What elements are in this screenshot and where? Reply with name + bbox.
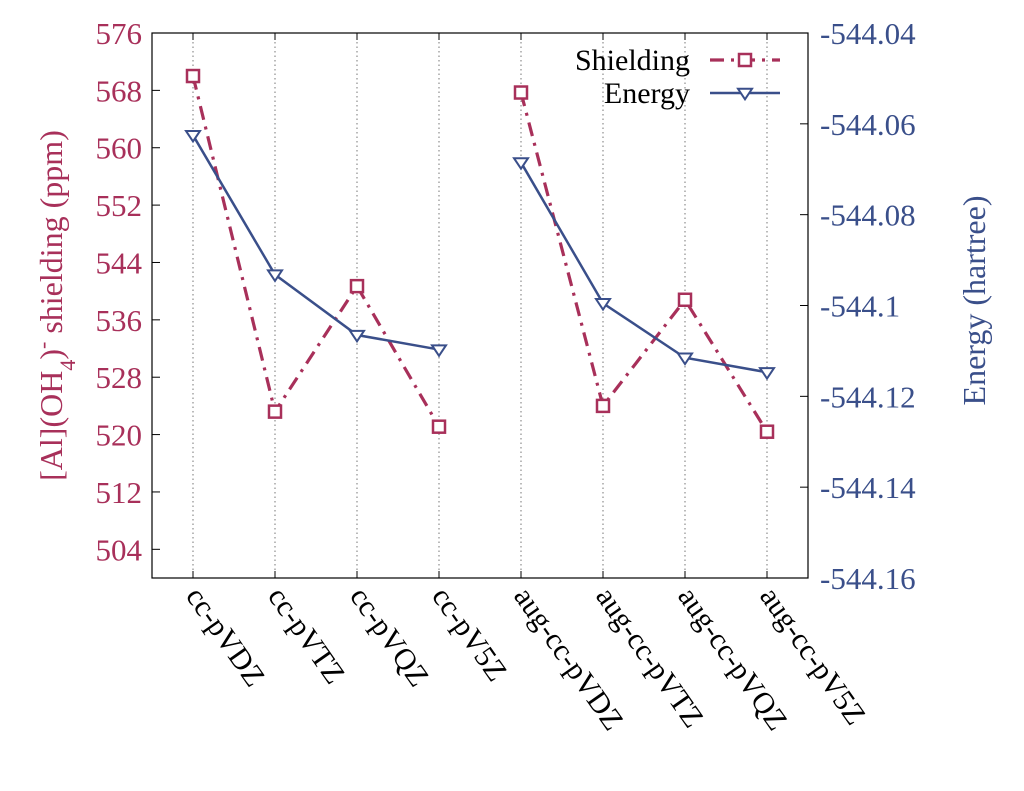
energy-marker	[594, 298, 612, 312]
right-axis-title: Energy (hartree)	[956, 196, 992, 406]
x-tick-label: cc-pVQZ	[343, 581, 435, 693]
legend-label: Energy	[604, 77, 690, 110]
right-y-tick-label: -544.08	[820, 198, 916, 233]
x-tick-label: cc-pVDZ	[179, 581, 271, 693]
shielding-line	[191, 75, 441, 428]
series-layer	[184, 68, 776, 439]
energy-marker	[184, 129, 202, 144]
left-y-tick-label: 536	[96, 303, 143, 338]
shielding-marker	[349, 278, 365, 294]
x-axis: cc-pVDZcc-pVTZcc-pVQZcc-pV5Zaug-cc-pVDZa…	[179, 33, 872, 736]
left-y-tick-label: 504	[96, 532, 143, 567]
left-axis-title-superscript: -	[30, 342, 55, 349]
legend-label: Shielding	[575, 44, 690, 77]
left-y-tick-label: 560	[96, 131, 143, 166]
left-axis-title-subscript: 4	[55, 360, 80, 371]
plot-frame	[151, 32, 809, 579]
shielding-marker	[759, 424, 775, 439]
left-axis-title-mid: )	[33, 349, 69, 360]
left-y-tick-label: 552	[96, 188, 143, 223]
right-y-axis: -544.04 -544.06 -544.08 -544.1 -544.12 -544.1…	[800, 16, 916, 596]
left-y-tick-label: 520	[96, 418, 143, 453]
energy-marker	[736, 87, 754, 102]
left-axis-title: [Al](OH4)- shielding (ppm)	[30, 130, 80, 481]
left-axis-title-pre: [Al](OH	[33, 371, 69, 481]
x-tick-label: cc-pV5Z	[425, 581, 513, 687]
energy-line	[519, 161, 768, 374]
energy-marker	[758, 367, 776, 381]
x-tick-label: cc-pVTZ	[261, 581, 351, 690]
energy-line	[191, 134, 440, 351]
left-y-axis: 576 568 560 552 544 536 528 520 512 504	[96, 16, 160, 567]
energy-marker	[512, 157, 530, 171]
right-y-tick-label: -544.16	[820, 561, 916, 596]
left-axis-title-post: shielding (ppm)	[33, 130, 69, 342]
grid	[192, 33, 768, 578]
right-y-tick-label: -544.04	[820, 16, 916, 51]
shielding-marker	[737, 52, 753, 68]
left-y-tick-label: 576	[96, 16, 143, 51]
left-y-tick-label: 512	[96, 475, 143, 510]
right-y-tick-label: -544.12	[820, 379, 916, 414]
right-y-tick-label: -544.14	[820, 470, 916, 505]
left-y-tick-label: 528	[96, 360, 143, 395]
shielding-marker	[185, 68, 201, 84]
shielding-marker	[431, 419, 447, 434]
energy-marker	[676, 352, 694, 366]
energy-marker	[266, 269, 284, 283]
shielding-marker	[595, 398, 611, 414]
right-y-tick-label: -544.1	[820, 289, 900, 324]
left-y-tick-label: 568	[96, 73, 143, 108]
shielding-marker	[513, 85, 529, 100]
right-y-tick-label: -544.06	[820, 107, 916, 142]
energy-marker	[348, 329, 366, 344]
energy-marker	[430, 344, 448, 358]
left-y-tick-label: 544	[96, 245, 143, 280]
shielding-line	[519, 92, 769, 433]
shielding-marker	[267, 404, 283, 419]
shielding-marker	[677, 292, 693, 308]
